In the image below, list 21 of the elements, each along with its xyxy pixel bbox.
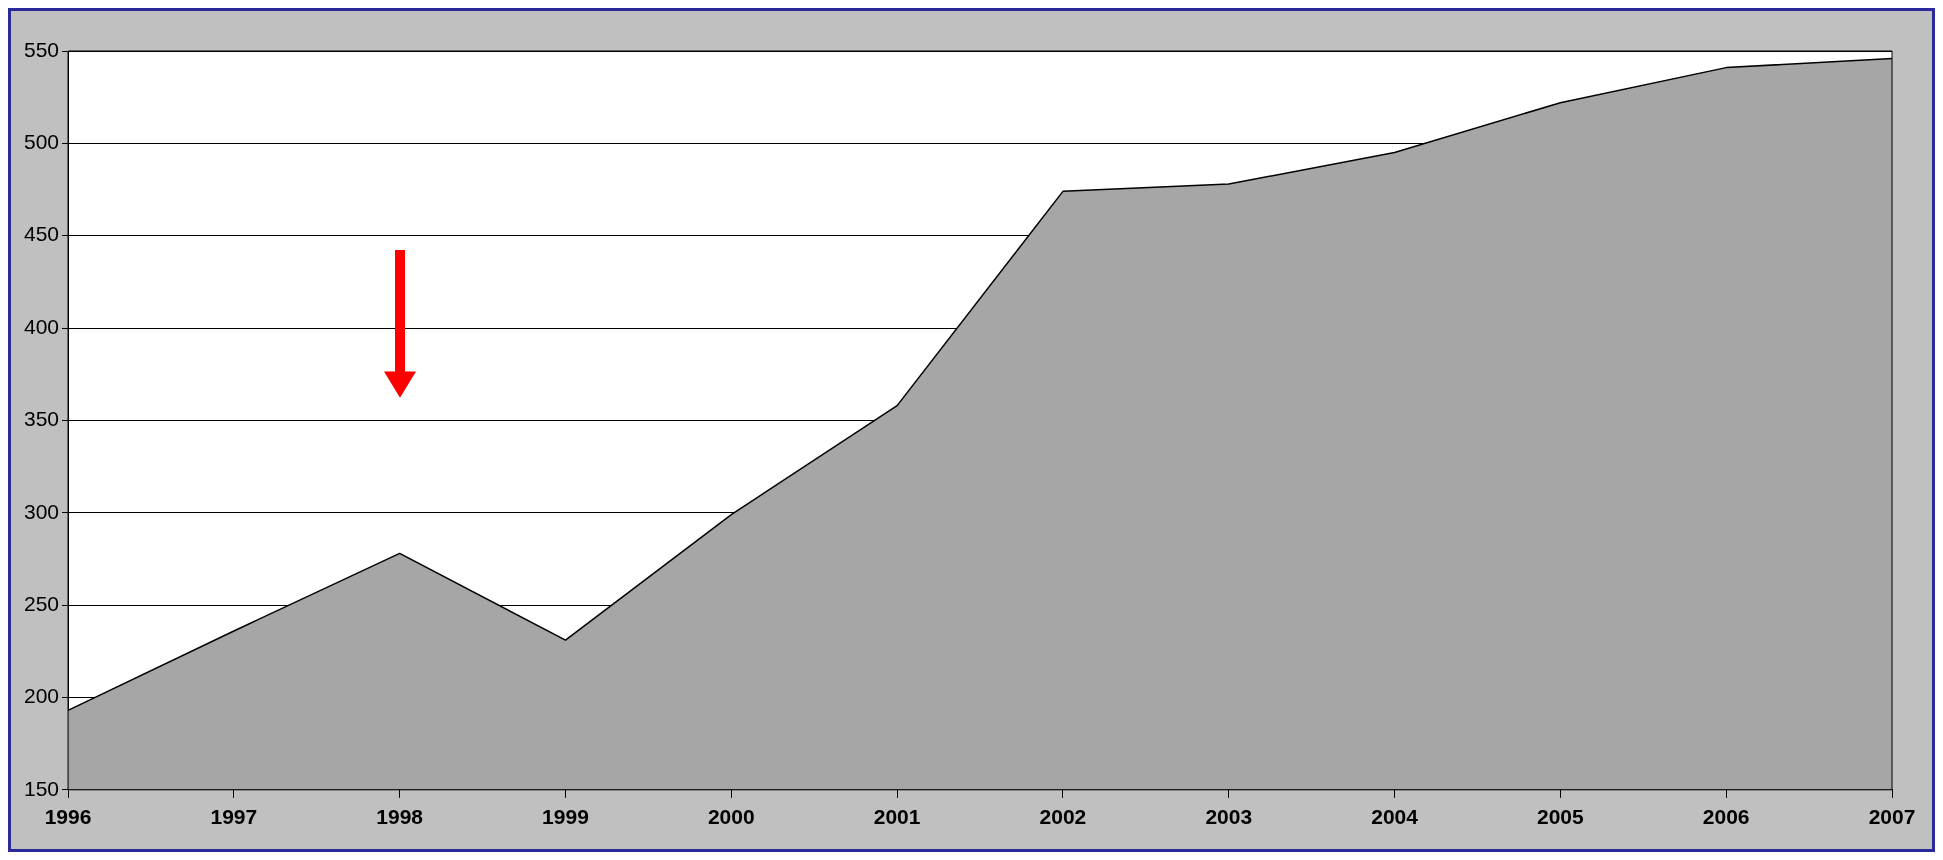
- x-tick-label: 1996: [44, 805, 92, 829]
- y-tick-label: 250: [23, 591, 60, 615]
- y-tick-label: 450: [23, 222, 60, 246]
- x-tick-label: 2001: [873, 805, 921, 829]
- x-tick-label: 2003: [1205, 805, 1253, 829]
- x-tick-label: 1997: [210, 805, 258, 829]
- x-tick-label: 1998: [376, 805, 424, 829]
- x-tick-label: 2006: [1702, 805, 1750, 829]
- y-tick-label: 400: [23, 314, 60, 338]
- y-tick-label: 300: [23, 499, 60, 523]
- x-tick-label: 2007: [1868, 805, 1916, 829]
- x-tick-label: 1999: [542, 805, 589, 829]
- x-tick-label: 2005: [1537, 805, 1585, 829]
- x-tick-label: 2004: [1371, 805, 1419, 829]
- y-tick-label: 150: [23, 776, 60, 800]
- y-tick-label: 550: [23, 37, 60, 61]
- x-tick-label: 2002: [1039, 805, 1087, 829]
- y-tick-label: 200: [23, 684, 60, 708]
- y-tick-label: 350: [23, 407, 60, 431]
- x-tick-label: 2000: [707, 805, 755, 829]
- y-tick-label: 500: [23, 130, 60, 154]
